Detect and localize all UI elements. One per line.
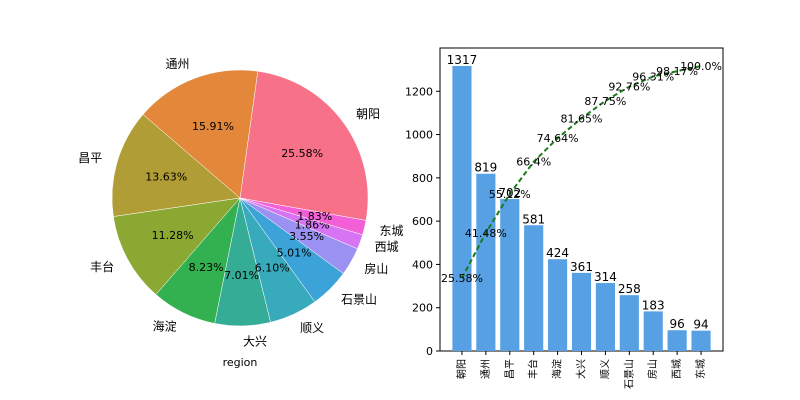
pie-slice: [239, 197, 367, 236]
bar: [595, 283, 615, 351]
bar-value-label: 96: [669, 317, 684, 331]
bar: [452, 65, 472, 352]
bar: [667, 330, 687, 351]
pie-pct-label: 6.10%: [255, 262, 290, 275]
pie-pct-label: 15.91%: [192, 120, 234, 133]
bar: [643, 311, 663, 351]
bar-value-label: 361: [570, 260, 593, 274]
pie-slice: [142, 69, 259, 199]
bar: [524, 225, 544, 351]
y-tick-label: 1000: [405, 129, 433, 142]
x-tick-label: 丰台: [527, 359, 540, 379]
cumulative-pct-label: 96.31%: [632, 70, 674, 83]
cumulative-pct-label: 74.64%: [537, 132, 579, 145]
pie-slice-label: 通州: [165, 57, 189, 71]
x-tick-label: 东城: [694, 359, 707, 379]
pie-pct-label: 11.28%: [152, 229, 194, 242]
bar: [548, 259, 568, 351]
bar-value-label: 581: [522, 212, 545, 226]
bar-value-label: 314: [594, 270, 617, 284]
x-tick-label: 海淀: [551, 359, 564, 379]
y-tick-label: 800: [412, 172, 433, 185]
x-tick-label: 房山: [646, 359, 659, 379]
bar-value-label: 424: [546, 246, 569, 260]
x-tick-label: 大兴: [575, 359, 588, 379]
pie-pct-label: 7.01%: [224, 269, 259, 282]
pie-slice-label: 大兴: [243, 334, 267, 348]
bar-value-label: 94: [693, 318, 708, 332]
pie-pct-label: 1.83%: [297, 210, 332, 223]
bar: [500, 199, 520, 351]
cumulative-pct-label: 87.75%: [584, 95, 626, 108]
cumulative-pct-label: 55.12%: [489, 188, 531, 201]
pie-slice-label: 石景山: [341, 293, 377, 307]
x-tick-label: 石景山: [623, 359, 635, 389]
cumulative-pct-label: 100.0%: [680, 60, 722, 73]
bar-value-label: 1317: [447, 53, 478, 67]
pie-slice: [239, 70, 369, 221]
pie-pct-label: 13.63%: [145, 171, 187, 184]
cumulative-line-path: [461, 64, 702, 279]
pie-slice: [111, 114, 241, 217]
x-tick-label: 昌平: [504, 359, 516, 379]
pie-pct-label: 25.58%: [281, 147, 323, 160]
pie-slice-label: 丰台: [90, 259, 114, 274]
cumulative-pct-label: 66.4%: [516, 156, 551, 169]
pie-slice-label: 朝阳: [356, 107, 380, 121]
x-tick-label: 通州: [480, 359, 492, 379]
y-tick-label: 0: [426, 345, 433, 358]
x-tick-label: 朝阳: [456, 359, 468, 379]
cumulative-pct-label: 81.65%: [561, 112, 603, 125]
cumulative-line: 25.58% 41.48% 55.12% 66.4% 74.64% 81.65% 87.75…: [441, 60, 722, 285]
bar-value-label: 258: [618, 282, 641, 296]
y-tick-label: 600: [412, 215, 433, 228]
cumulative-pct-label: 98.17%: [656, 65, 698, 78]
x-tick-label: 西城: [671, 359, 683, 379]
cumulative-pct-label: 41.48%: [465, 227, 507, 240]
bar-value-label: 819: [474, 161, 497, 175]
bar: [691, 330, 711, 351]
pie-slice-label: 东城: [379, 224, 403, 238]
y-axis: 0 200 400 600 800 1000 1200: [405, 85, 440, 358]
bar-value-label: 183: [642, 298, 665, 312]
pie-slice-label: 顺义: [300, 321, 324, 335]
pie-slice-label: 房山: [364, 261, 388, 276]
y-tick-label: 400: [412, 258, 433, 271]
y-tick-label: 1200: [405, 85, 433, 98]
pie-pct-label: 8.23%: [189, 261, 224, 274]
x-tick-label: 顺义: [599, 359, 611, 379]
y-tick-label: 200: [412, 302, 433, 315]
cumulative-pct-label: 92.76%: [608, 81, 650, 94]
pie-slice: [113, 197, 241, 295]
pie-slice-label: 海淀: [153, 319, 177, 334]
bar: [571, 272, 592, 351]
pie-chart: 朝阳 25.58% 通州 15.91% 昌平 13.63% 丰台 11.28% 海淀 8.23% 大…: [78, 57, 403, 348]
bar: [476, 173, 496, 351]
pie-xlabel: region: [223, 356, 258, 369]
pie-slice-label: 昌平: [78, 151, 102, 165]
cumulative-pct-label: 25.58%: [441, 272, 483, 285]
pie-slice-label: 西城: [375, 240, 399, 254]
pie-pct-label: 5.01%: [277, 246, 312, 259]
bar: [619, 295, 639, 351]
pie-pct-label: 3.55%: [289, 230, 324, 243]
x-axis: 朝阳 通州 昌平 丰台 海淀 大兴 顺义 石景山 房山 西城 东城: [456, 351, 707, 389]
